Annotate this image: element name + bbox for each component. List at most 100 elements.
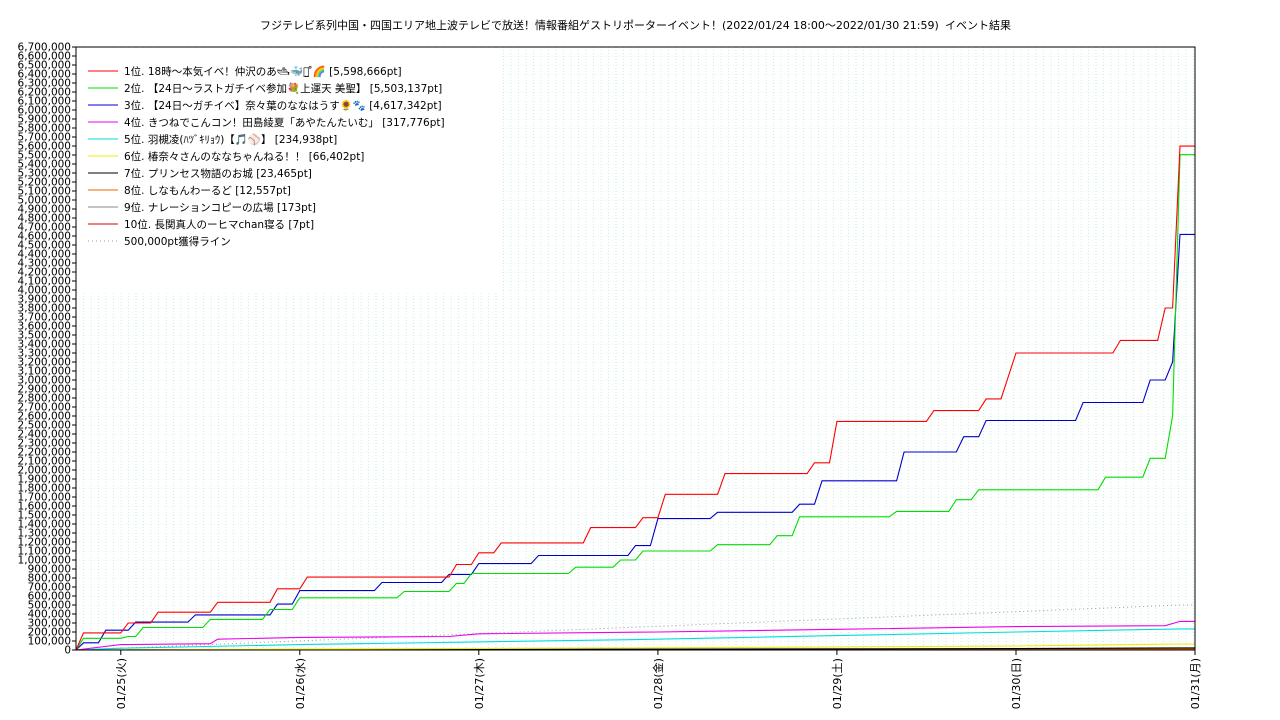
x-tick-label: 01/31(月)	[1189, 658, 1202, 709]
series-line-1	[75, 145, 1195, 651]
y-tick-label: 3,900,000	[18, 294, 71, 306]
y-tick-label: 4,400,000	[18, 249, 71, 261]
y-tick-label: 4,000,000	[18, 285, 71, 297]
legend-entry: 8位. しなもんわーるど [12,557pt]	[124, 184, 291, 197]
y-tick-label: 6,700,000	[18, 42, 71, 54]
y-tick-label: 2,000,000	[18, 465, 71, 477]
y-tick-label: 5,300,000	[18, 168, 71, 180]
y-tick-label: 1,200,000	[18, 537, 71, 549]
y-tick-label: 5,900,000	[18, 114, 71, 126]
y-tick-label: 900,000	[28, 564, 71, 576]
y-tick-label: 400,000	[28, 609, 71, 621]
y-tick-label: 3,600,000	[18, 321, 71, 333]
y-tick-label: 3,500,000	[18, 330, 71, 342]
y-tick-label: 6,500,000	[18, 60, 71, 72]
y-tick-label: 2,300,000	[18, 438, 71, 450]
legend-entry: 2位. 【24日〜ラストガチイベ参加💐上運天 美聖】 [5,503,137pt]	[124, 82, 442, 95]
y-tick-label: 1,500,000	[18, 510, 71, 522]
legend-entry: 4位. きつねでこんコン！田島綾夏「あやたんたいむ」 [317,776pt]	[124, 116, 445, 129]
y-tick-label: 1,700,000	[18, 492, 71, 504]
y-tick-label: 2,200,000	[18, 447, 71, 459]
y-tick-label: 4,100,000	[18, 276, 71, 288]
y-tick-label: 1,600,000	[18, 501, 71, 513]
y-tick-label: 6,000,000	[18, 105, 71, 117]
y-tick-label: 1,400,000	[18, 519, 71, 531]
legend-entry: 500,000pt獲得ライン	[124, 235, 231, 248]
y-tick-label: 6,300,000	[18, 78, 71, 90]
y-tick-label: 3,000,000	[18, 375, 71, 387]
series-line-2	[75, 154, 1195, 651]
y-tick-label: 5,600,000	[18, 141, 71, 153]
x-axis: 01/25(火) 01/26(水) 01/27(木) 01/28(金) 01/29(土)…	[115, 650, 1202, 709]
y-tick-label: 2,400,000	[18, 429, 71, 441]
y-tick-label: 3,200,000	[18, 357, 71, 369]
y-tick-label: 4,300,000	[18, 258, 71, 270]
y-tick-label: 2,900,000	[18, 384, 71, 396]
y-tick-label: 2,100,000	[18, 456, 71, 468]
x-tick-label: 01/28(金)	[651, 658, 665, 709]
legend-entry: 1位. 18時〜本気イベ！仲沢のあ🛥🐳᎗̤̮ ̊🌈 [5,598,666pt]	[124, 65, 402, 78]
x-tick-label: 01/27(木)	[473, 658, 486, 709]
y-tick-label: 100,000	[28, 636, 71, 648]
y-tick-label: 2,700,000	[18, 402, 71, 414]
axes	[75, 46, 1196, 651]
legend-entry: 7位. プリンセス物語のお城 [23,465pt]	[124, 167, 312, 180]
y-axis: 0100,000200,000300,000400,000500,000600,…	[18, 42, 76, 657]
y-tick-label: 5,500,000	[18, 150, 71, 162]
y-tick-label: 4,600,000	[18, 231, 71, 243]
y-tick-label: 600,000	[28, 591, 71, 603]
reference-line	[75, 604, 1195, 651]
y-tick-label: 700,000	[28, 582, 71, 594]
y-tick-label: 4,200,000	[18, 267, 71, 279]
chart-title: フジテレビ系列中国・四国エリア地上波テレビで放送！情報番組ゲストリポーターイベン…	[260, 18, 939, 32]
series-line-5	[75, 628, 1195, 651]
y-tick-label: 5,400,000	[18, 159, 71, 171]
y-tick-label: 5,700,000	[18, 132, 71, 144]
y-tick-label: 200,000	[28, 627, 71, 639]
y-tick-label: 2,800,000	[18, 393, 71, 405]
x-tick-label: 01/26(水)	[294, 658, 307, 709]
legend-box	[78, 49, 502, 291]
y-tick-label: 2,600,000	[18, 411, 71, 423]
legend-entry: 6位. 椿奈々さんのななちゃんねる！！ [66,402pt]	[124, 150, 364, 163]
y-tick-label: 4,700,000	[18, 222, 71, 234]
y-tick-label: 1,000,000	[18, 555, 71, 567]
series-line-7	[75, 647, 1195, 651]
y-tick-label: 1,100,000	[18, 546, 71, 558]
y-tick-label: 5,000,000	[18, 195, 71, 207]
y-tick-label: 3,800,000	[18, 303, 71, 315]
y-tick-label: 6,100,000	[18, 96, 71, 108]
x-tick-label: 01/29(土)	[831, 658, 844, 709]
y-tick-label: 6,600,000	[18, 51, 71, 63]
series-line-6	[75, 643, 1195, 651]
y-tick-label: 1,800,000	[18, 483, 71, 495]
plot-frame	[75, 46, 1196, 651]
y-tick-label: 5,100,000	[18, 186, 71, 198]
x-tick-label: 01/25(火)	[115, 658, 128, 709]
y-tick-label: 3,400,000	[18, 339, 71, 351]
y-tick-label: 6,200,000	[18, 87, 71, 99]
chart-subtitle: イベント結果	[945, 18, 1011, 32]
y-tick-label: 1,300,000	[18, 528, 71, 540]
y-tick-label: 6,400,000	[18, 69, 71, 81]
legend-entry: 9位. ナレーションコピーの広場 [173pt]	[124, 201, 316, 214]
series-line-4	[75, 620, 1195, 651]
y-tick-label: 800,000	[28, 573, 71, 585]
y-tick-label: 4,500,000	[18, 240, 71, 252]
x-tick-label: 01/30(日)	[1010, 658, 1023, 709]
legend-entry: 3位. 【24日〜ガチイベ】奈々葉のななはうす🌻🐾 [4,617,342pt]	[124, 99, 442, 112]
y-tick-label: 3,100,000	[18, 366, 71, 378]
y-tick-label: 4,800,000	[18, 213, 71, 225]
y-tick-label: 4,900,000	[18, 204, 71, 216]
series-line-3	[75, 233, 1195, 651]
y-tick-label: 1,900,000	[18, 474, 71, 486]
legend-entry: 10位. 長関真人のーヒマchan寝る [7pt]	[124, 218, 314, 231]
y-tick-label: 2,500,000	[18, 420, 71, 432]
y-tick-label: 3,700,000	[18, 312, 71, 324]
y-tick-label: 300,000	[28, 618, 71, 630]
y-tick-label: 500,000	[28, 600, 71, 612]
y-tick-label: 0	[64, 645, 71, 657]
legend-entry: 5位. 羽槻凌(ﾊﾂﾞｷﾘｮｳ)【🎵⚾】 [234,938pt]	[124, 133, 337, 146]
y-tick-label: 5,200,000	[18, 177, 71, 189]
